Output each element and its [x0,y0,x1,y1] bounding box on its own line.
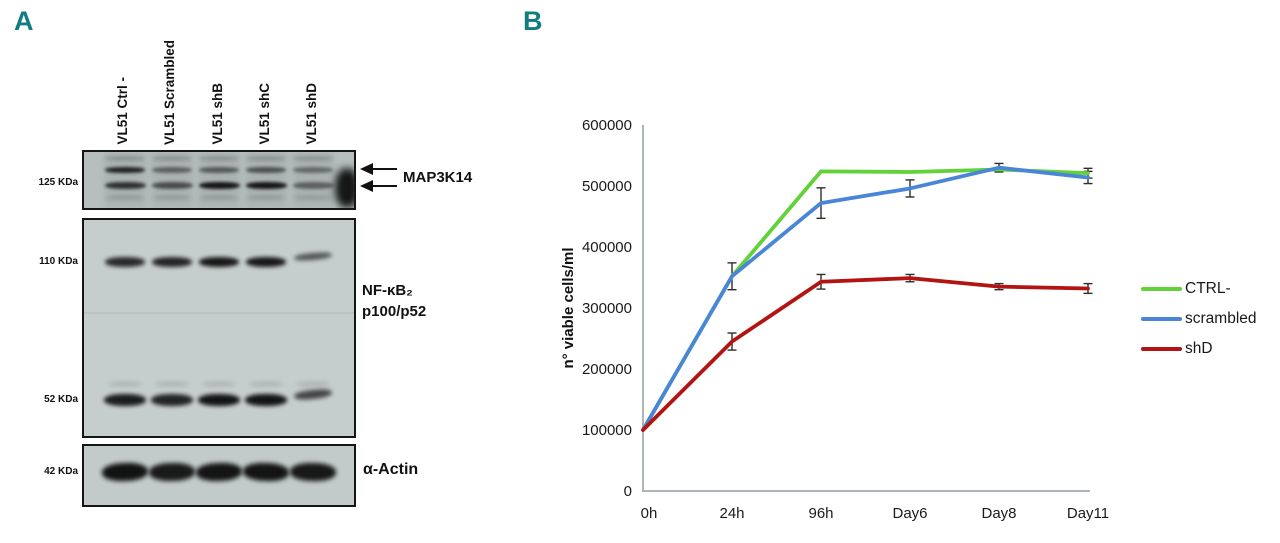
protein-label-nfkb2-line2: p100/p52 [362,303,427,320]
lane-smear [245,152,287,208]
svg-text:24h: 24h [719,505,744,522]
svg-text:Day6: Day6 [892,505,927,522]
mw-marker-125kda: 125 KDa [38,177,78,188]
svg-text:400000: 400000 [582,239,632,256]
blot-band [106,196,144,199]
svg-text:96h: 96h [808,505,833,522]
blot-band [155,382,189,386]
blot-band [199,167,239,173]
legend-item-ctrl: CTRL- [1141,280,1231,298]
western-blot-actin [82,444,356,507]
legend-swatch-ctrl [1141,287,1182,291]
blot-band [105,157,145,160]
blot-band [153,196,191,199]
blot-band [247,196,285,199]
svg-text:Day11: Day11 [1067,505,1109,522]
arrow-map3k14-upper-icon [360,163,398,175]
lane-smear [292,152,334,208]
blot-band [294,196,332,199]
blot-band [246,257,286,267]
blot-band [293,157,333,160]
blot-band [200,196,238,199]
blot-band [104,182,146,189]
mw-marker-52kda: 52 KDa [44,394,78,405]
blot-band [151,182,193,189]
blot-band [152,257,192,267]
blot-band [245,394,287,406]
blot-band [202,382,236,386]
mw-marker-110kda: 110 KDa [39,256,78,267]
lane-smear [104,152,146,208]
mw-marker-42kda: 42 KDa [44,466,78,477]
western-blot-map3k14 [82,150,356,210]
svg-text:300000: 300000 [582,300,632,317]
blot-band [246,157,286,160]
blot-band [199,157,239,160]
legend-label-scrambled: scrambled [1185,310,1257,327]
legend-swatch-scrambled [1141,317,1182,321]
legend-item-scrambled: scrambled [1141,310,1257,328]
svg-text:500000: 500000 [582,178,632,195]
svg-text:600000: 600000 [582,117,632,134]
blot-band [246,167,286,173]
panel-a-label: A [14,6,34,36]
blot-band [105,167,145,173]
blot-band [292,182,334,189]
blot-band [199,257,239,267]
blot-band [152,167,192,173]
blot-band [245,182,287,189]
blot-band [293,167,333,173]
svg-text:n° viable cells/ml: n° viable cells/ml [560,247,577,368]
blot-band [249,382,283,386]
protein-label-actin: α-Actin [363,461,419,478]
legend-label-ctrl: CTRL- [1185,280,1231,297]
svg-text:200000: 200000 [582,361,632,378]
blot-band [198,394,240,406]
legend-swatch-shd [1141,347,1182,351]
legend-label-shd: shD [1185,340,1213,357]
blot-band [335,168,354,208]
protein-label-nfkb2-line1: NF-κB₂ [362,282,413,299]
blot-band [152,157,192,160]
svg-text:Day8: Day8 [981,505,1016,522]
blot-band [151,394,193,406]
western-blot-nfkb2 [82,218,356,438]
blot-band [296,382,330,386]
arrow-map3k14-lower-icon [360,180,398,192]
film-artifact-line [84,312,354,314]
lane-smear [198,152,240,208]
protein-label-map3k14: MAP3K14 [403,169,473,186]
protein-label-nfkb2: NF-κB₂ p100/p52 [362,280,426,322]
svg-text:100000: 100000 [582,422,632,439]
panel-b-label: B [523,6,543,36]
blot-band [108,382,142,386]
legend-item-shd: shD [1141,340,1213,358]
blot-band [198,182,240,189]
blot-band [104,394,146,406]
blot-band [105,257,145,267]
svg-text:0h: 0h [641,505,658,522]
svg-text:0: 0 [624,483,632,500]
lane-smear [151,152,193,208]
